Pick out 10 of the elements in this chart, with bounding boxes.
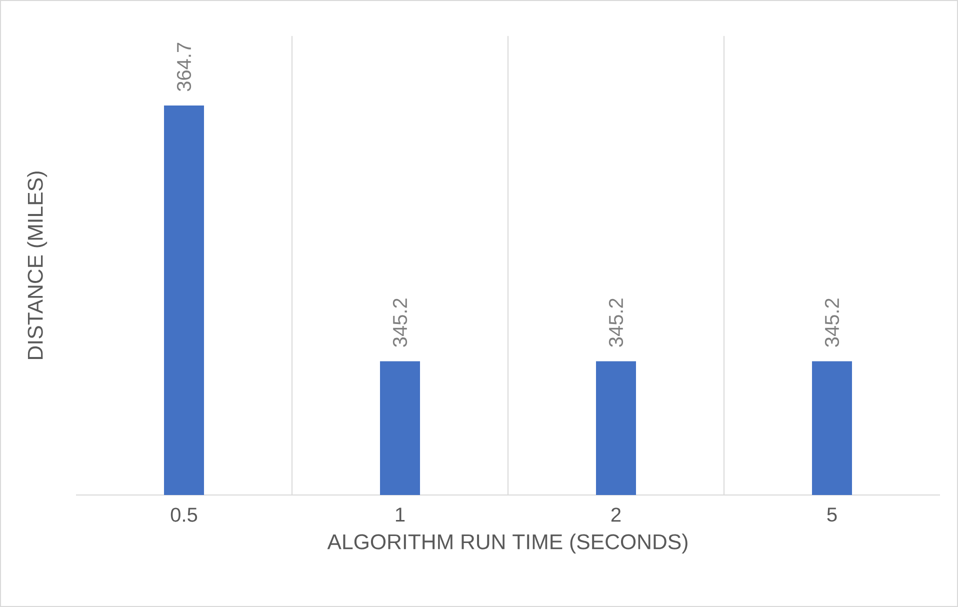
data-label: 345.2	[392, 298, 408, 347]
data-label: 364.7	[176, 42, 192, 92]
x-tick-label: 2	[611, 508, 621, 522]
data-label: 345.2	[824, 298, 840, 347]
data-label: 345.2	[608, 298, 624, 347]
y-axis-title: DISTANCE (MILES)	[27, 172, 48, 359]
x-axis-title: ALGORITHM RUN TIME (SECONDS)	[327, 534, 688, 554]
x-tick-label: 0.5	[170, 508, 198, 522]
x-tick-label: 1	[396, 508, 405, 522]
x-tick-label: 5	[827, 508, 837, 522]
